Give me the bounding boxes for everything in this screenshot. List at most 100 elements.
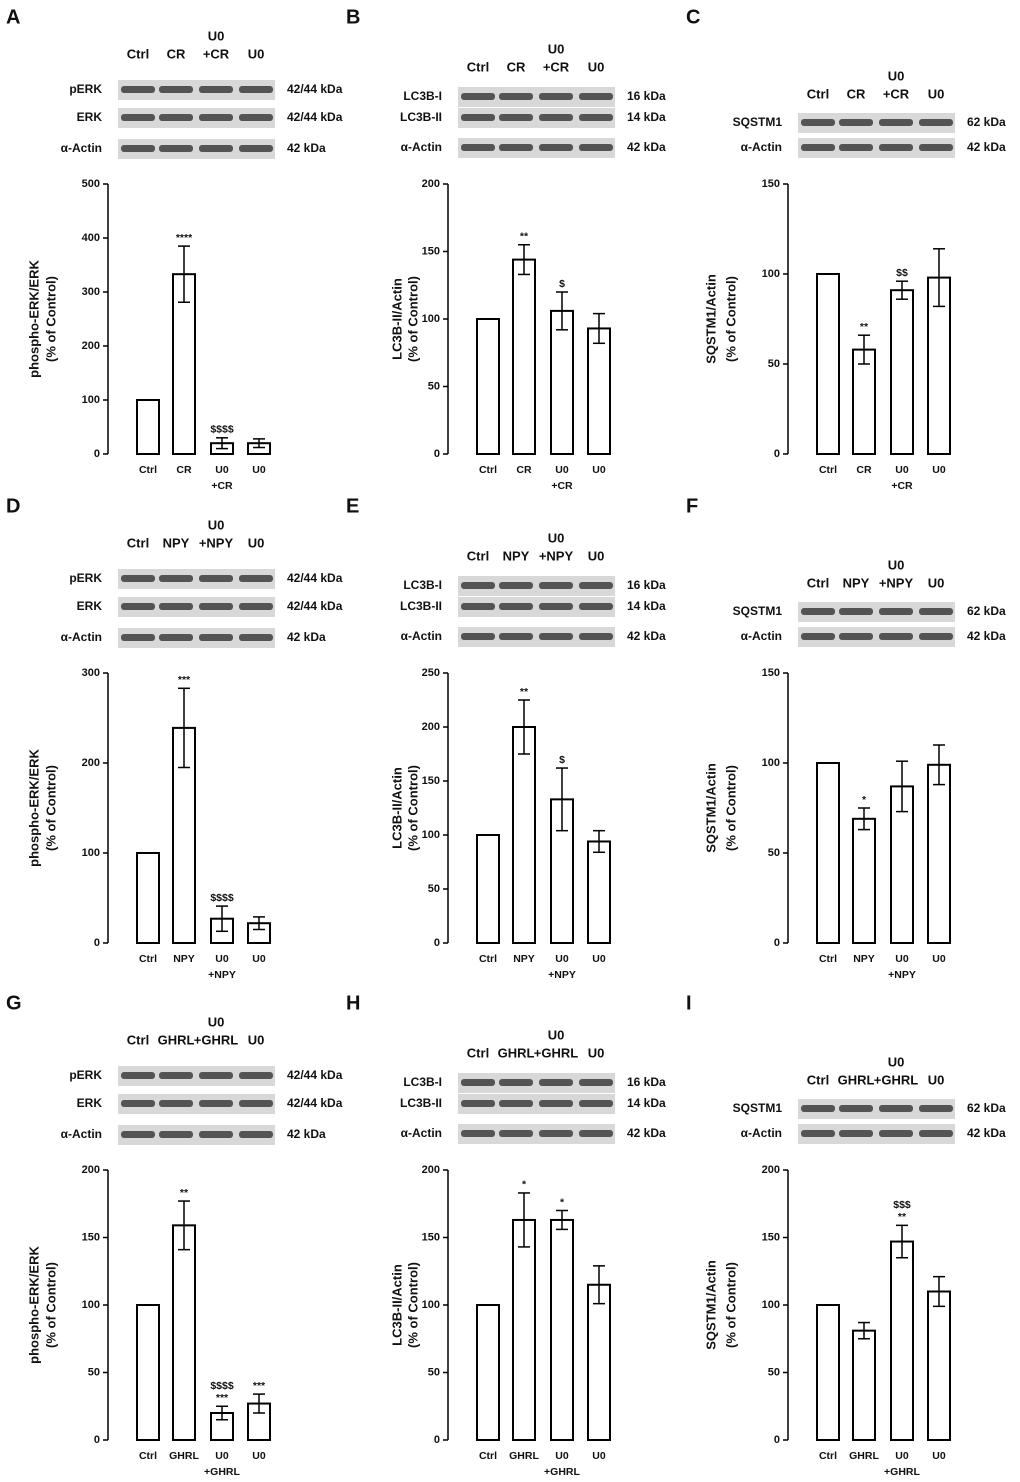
x-tick-label: +CR: [891, 480, 913, 492]
blot-band: [839, 1130, 873, 1137]
lane-label: U0: [208, 517, 225, 532]
error-bar: [556, 767, 568, 832]
y-tick-label: 200: [422, 178, 440, 190]
x-tick-label: U0: [215, 464, 229, 476]
blot-row-label: α-Actin: [741, 140, 782, 154]
error-bar: [178, 245, 190, 304]
lane-label: Ctrl: [807, 86, 829, 101]
x-tick-label: +GHRL: [204, 1466, 240, 1478]
blot-band: [919, 1105, 953, 1112]
blot-strip: [798, 138, 955, 158]
lane-label: U0: [928, 575, 945, 590]
lane-label: U0: [928, 1072, 945, 1087]
blot-row-kda: 62 kDa: [967, 604, 1006, 618]
bar: [550, 1218, 574, 1441]
error-bar: [933, 248, 945, 308]
blot-band: [159, 603, 193, 610]
x-tick-label: U0: [555, 464, 569, 476]
blot-band: [499, 582, 533, 589]
error-bar: [178, 687, 190, 769]
x-tick-label: U0: [592, 1450, 606, 1462]
significance-label: $$$$: [210, 892, 234, 904]
lane-label: U0: [248, 1032, 265, 1047]
blot-row-kda: 62 kDa: [967, 1101, 1006, 1115]
blot-band: [919, 144, 953, 151]
blot-row-label: LC3B-I: [403, 1075, 442, 1089]
x-tick-label: U0: [252, 953, 266, 965]
y-tick-label: 100: [422, 1299, 440, 1311]
blot-row-kda: 42 kDa: [627, 140, 666, 154]
x-tick-label: U0: [252, 1450, 266, 1462]
lane-label: Ctrl: [467, 548, 489, 563]
blot-band: [801, 119, 835, 126]
blot-band: [199, 634, 233, 641]
y-tick-label: 50: [768, 847, 780, 859]
x-tick-label: U0: [895, 953, 909, 965]
lane-label: +NPY: [539, 548, 574, 563]
blot-row-label: α-Actin: [61, 141, 102, 155]
lane-label: Ctrl: [467, 1045, 489, 1060]
blot-band: [239, 603, 273, 610]
lane-label: GHRL: [838, 1072, 875, 1087]
significance-label: $: [559, 754, 565, 766]
x-tick-label: U0: [215, 1450, 229, 1462]
panel-letter: F: [686, 495, 698, 517]
significance-label: ***: [178, 674, 191, 686]
blot-row-label: α-Actin: [401, 1126, 442, 1140]
y-axis-label: phospho-ERK/ERK: [26, 260, 41, 378]
lane-label: +NPY: [199, 535, 234, 550]
blot-row-label: ERK: [77, 599, 103, 613]
blot-band: [461, 144, 495, 151]
x-tick-label: +NPY: [208, 969, 236, 981]
blot-band: [121, 145, 155, 152]
x-tick-label: NPY: [513, 953, 535, 965]
x-tick-label: NPY: [173, 953, 195, 965]
significance-label: **: [860, 321, 869, 333]
lane-label: CR: [507, 59, 526, 74]
blot-row-label: LC3B-II: [400, 1096, 442, 1110]
y-tick-label: 50: [768, 1366, 780, 1378]
y-axis-label: LC3B-II/Actin: [389, 1264, 404, 1346]
lane-label: Ctrl: [127, 46, 149, 61]
lane-label: GHRL: [158, 1032, 195, 1047]
y-tick-label: 150: [422, 245, 440, 257]
blot-row-label: α-Actin: [401, 629, 442, 643]
blot-row-label: α-Actin: [61, 1127, 102, 1141]
lane-label: U0: [588, 548, 605, 563]
blot-band: [499, 633, 533, 640]
blot-row-kda: 62 kDa: [967, 115, 1006, 129]
lane-label: NPY: [843, 575, 870, 590]
error-bar: [896, 280, 908, 300]
error-bar: [858, 1321, 870, 1340]
blot-strip: [458, 597, 615, 617]
y-tick-label: 100: [422, 313, 440, 325]
error-bar: [933, 1275, 945, 1308]
blot-strip: [458, 87, 615, 107]
panel-letter: G: [6, 992, 22, 1014]
blot-strip: [458, 108, 615, 128]
panel-letter: D: [6, 495, 20, 517]
bar: [172, 1224, 196, 1441]
lane-label: CR: [847, 86, 866, 101]
blot-band: [839, 144, 873, 151]
lane-label: +NPY: [879, 575, 914, 590]
significance-label: *: [560, 1196, 565, 1208]
lane-label: U0: [588, 1045, 605, 1060]
bar: [587, 327, 611, 456]
blot-band: [159, 634, 193, 641]
blot-band: [879, 633, 913, 640]
blot-band: [159, 1100, 193, 1107]
y-tick-label: 500: [82, 178, 100, 190]
significance-label: **: [520, 686, 529, 698]
blot-band: [199, 114, 233, 121]
x-tick-label: NPY: [853, 953, 875, 965]
blot-band: [879, 1105, 913, 1112]
significance-label: ****: [176, 232, 193, 244]
bar: [512, 726, 536, 944]
blot-band: [919, 119, 953, 126]
blot-band: [461, 603, 495, 610]
panel-letter: E: [346, 495, 359, 517]
blot-row-label: LC3B-II: [400, 110, 442, 124]
blot-band: [579, 582, 613, 589]
x-tick-label: +GHRL: [544, 1466, 580, 1478]
